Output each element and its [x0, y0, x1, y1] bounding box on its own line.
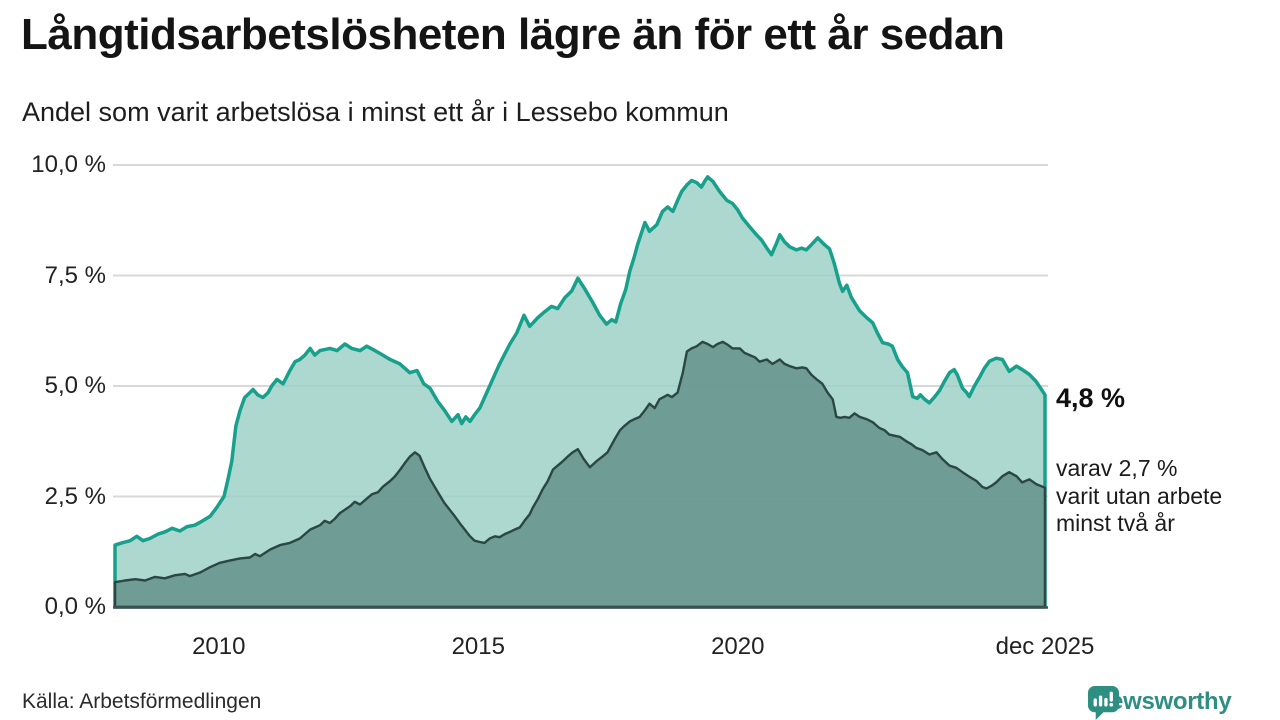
x-tick-label: 2015 — [451, 633, 505, 660]
secondary-annotation-line: minst två år — [1056, 510, 1175, 536]
x-tick-label: dec 2025 — [995, 633, 1095, 660]
secondary-value-annotation: varav 2,7 % varit utan arbete minst två … — [1056, 455, 1222, 538]
y-tick-label: 5,0 % — [44, 372, 106, 399]
y-tick-label: 2,5 % — [44, 482, 106, 510]
y-tick-label: 0,0 % — [44, 593, 106, 620]
x-tick-label: 2010 — [192, 633, 246, 660]
latest-value-label: 4,8 % — [1056, 383, 1126, 413]
page-title: Långtidsarbetslösheten lägre än för ett … — [21, 10, 1005, 59]
y-tick-label: 10,0 % — [31, 151, 106, 178]
y-tick-label: 7,5 % — [44, 261, 106, 289]
source-label: Källa: Arbetsförmedlingen — [22, 690, 262, 713]
newsworthy-logo: Newsworthy — [1086, 684, 1232, 720]
secondary-annotation-line: varav 2,7 % — [1056, 455, 1178, 481]
x-tick-label: 2020 — [711, 633, 765, 660]
newsworthy-speech-bubble-bar-chart-icon — [1087, 685, 1120, 720]
secondary-annotation-line: varit utan arbete — [1056, 482, 1223, 509]
chart-subtitle: Andel som varit arbetslösa i minst ett å… — [22, 97, 729, 127]
area-series — [113, 340, 1047, 609]
